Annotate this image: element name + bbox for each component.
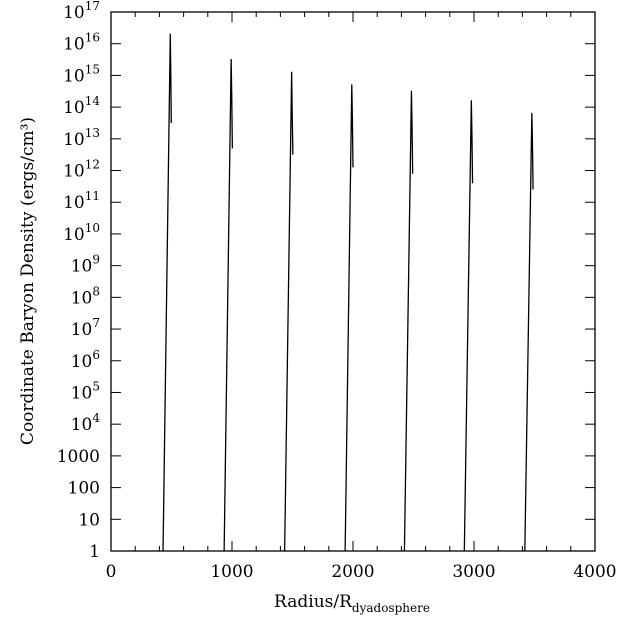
y-tick-label: 1016: [63, 31, 100, 55]
y-tick-label: 104: [71, 411, 101, 435]
y-tick-label-base: 10: [71, 352, 93, 372]
y-tick-label-base: 10: [63, 66, 85, 86]
y-tick-label-base: 10: [71, 257, 93, 277]
y-tick-label: 1000: [57, 447, 100, 467]
series-line-3: [283, 71, 294, 552]
y-tick-label-exponent: 9: [92, 253, 100, 267]
y-tick-label-base: 1: [89, 542, 100, 562]
y-tick-label-exponent: 5: [92, 379, 100, 393]
y-tick-label-exponent: 6: [92, 348, 100, 362]
y-tick-label: 10: [78, 510, 100, 530]
x-axis-title-subscript: dyadosphere: [352, 601, 430, 615]
x-axis-title-main: Radius/R: [274, 592, 353, 612]
series-lines: [162, 33, 534, 552]
y-tick-label: 1011: [63, 189, 100, 213]
y-tick-label: 100: [68, 479, 100, 499]
y-tick-label-exponent: 7: [92, 316, 100, 330]
series-line-5: [403, 90, 414, 552]
y-tick-label-base: 10: [63, 162, 85, 182]
y-tick-label-base: 10: [63, 225, 85, 245]
y-tick-label-exponent: 8: [92, 284, 100, 298]
y-tick-label: 1: [89, 542, 100, 562]
y-tick-label-base: 10: [63, 35, 85, 55]
y-tick-label-base: 1000: [57, 447, 100, 467]
axis-ticks: [110, 11, 596, 552]
x-tick-label: 1000: [210, 562, 253, 582]
series-line-6: [463, 100, 474, 552]
y-tick-label: 1010: [63, 221, 100, 245]
series-line-4: [344, 84, 354, 552]
y-tick-label-base: 10: [71, 383, 93, 403]
plot-frame: [110, 11, 596, 552]
y-tick-label-exponent: 14: [85, 94, 101, 108]
y-tick-label: 109: [71, 253, 100, 277]
series-line-2: [223, 58, 234, 552]
y-tick-label: 1013: [63, 126, 100, 150]
y-tick-label-exponent: 16: [85, 31, 100, 45]
y-tick-label-exponent: 13: [85, 126, 100, 140]
y-axis-title: Coordinate Baryon Density (ergs/cm³): [18, 117, 38, 445]
y-tick-label-exponent: 11: [85, 189, 100, 203]
y-tick-label: 1014: [63, 94, 100, 118]
x-tick-label: 4000: [573, 562, 616, 582]
y-tick-label-base: 10: [63, 3, 85, 23]
y-tick-label: 1017: [63, 0, 100, 23]
y-tick-labels: 1101001000104105106107108109101010111012…: [57, 0, 101, 562]
y-tick-label-base: 10: [63, 193, 85, 213]
y-tick-label-base: 10: [71, 320, 93, 340]
y-tick-label: 1012: [63, 158, 100, 182]
x-tick-labels: 0 1000 2000 3000 4000: [106, 562, 617, 582]
x-axis-title: Radius/Rdyadosphere: [274, 592, 430, 615]
y-tick-label-base: 10: [63, 98, 85, 118]
y-tick-label: 1015: [63, 62, 100, 86]
y-tick-label-base: 100: [68, 479, 100, 499]
y-tick-label-exponent: 17: [85, 0, 100, 13]
y-tick-label: 106: [71, 348, 100, 372]
y-tick-label-exponent: 10: [85, 221, 100, 235]
y-tick-label-exponent: 4: [92, 411, 100, 425]
series-line-1: [162, 33, 172, 552]
y-tick-label: 105: [71, 379, 100, 403]
x-tick-label: 0: [106, 562, 117, 582]
y-tick-label-base: 10: [78, 510, 100, 530]
y-tick-label-base: 10: [63, 130, 85, 150]
x-tick-label: 2000: [331, 562, 374, 582]
series-line-7: [524, 112, 534, 552]
y-tick-label-base: 10: [71, 415, 93, 435]
y-tick-label-exponent: 15: [85, 62, 100, 76]
y-tick-label: 107: [71, 316, 100, 340]
y-tick-label-exponent: 12: [85, 158, 100, 172]
y-tick-label: 108: [71, 284, 100, 308]
x-tick-label: 3000: [452, 562, 495, 582]
y-tick-label-base: 10: [71, 288, 93, 308]
